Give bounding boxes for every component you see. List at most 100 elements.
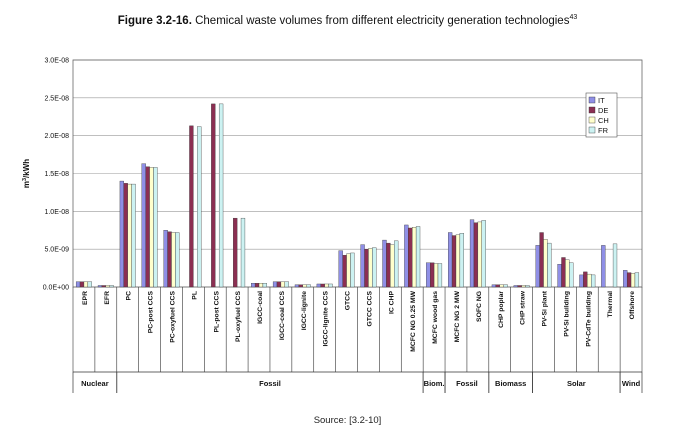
y-tick-label: 1.5E-08 xyxy=(44,171,69,178)
x-tick-label: MCFC wood gas xyxy=(432,291,439,344)
bar-DE xyxy=(342,255,347,288)
bar-DE xyxy=(145,166,150,288)
y-tick-label: 5.0E-09 xyxy=(44,247,69,254)
bar-DE xyxy=(408,227,413,288)
bar-IT xyxy=(272,281,278,288)
group-label: Wind xyxy=(622,379,641,388)
bar-IT xyxy=(251,283,256,288)
bar-FR xyxy=(262,283,267,288)
group-label: Biom. xyxy=(424,379,445,388)
bar-DE xyxy=(189,125,194,288)
bar-CH xyxy=(543,239,548,288)
bar-IT xyxy=(557,264,562,288)
bar-CH xyxy=(258,283,264,288)
bar-FR xyxy=(525,285,530,288)
x-tick-label: CHP straw xyxy=(520,290,527,325)
x-tick-label: PL xyxy=(191,291,198,300)
bar-IT xyxy=(338,250,343,288)
bar-CH xyxy=(105,285,110,288)
bar-FR xyxy=(591,274,596,288)
bar-FR xyxy=(459,233,464,288)
x-tick-label: EFR xyxy=(104,291,111,305)
bar-DE xyxy=(561,257,566,288)
bar-FR xyxy=(240,217,246,288)
group-label: Fossil xyxy=(259,379,281,388)
bar-FR xyxy=(87,281,92,288)
bar-IT xyxy=(294,284,300,288)
y-tick-label: 2.0E-08 xyxy=(44,133,69,140)
bar-CH xyxy=(433,263,439,288)
x-tick-label: PC-post CCS xyxy=(148,291,155,334)
y-tick-label: 1.0E-08 xyxy=(44,209,69,216)
bar-CH xyxy=(499,284,504,288)
x-tick-label: PV-Si building xyxy=(563,291,570,337)
group-label: Fossil xyxy=(456,379,478,388)
bar-CH xyxy=(630,273,636,288)
bar-FR xyxy=(153,167,158,288)
x-tick-label: MCFC NG 2 MW xyxy=(454,290,461,342)
x-tick-label: PV-Si plant xyxy=(542,290,549,326)
bar-FR xyxy=(634,272,640,288)
bar-DE xyxy=(320,283,325,288)
bar-DE xyxy=(451,235,457,288)
figure-footnote: 43 xyxy=(569,14,578,21)
figure-label: Figure 3.2-16. xyxy=(117,14,192,27)
bar-FR xyxy=(415,226,421,288)
bar-FR xyxy=(328,283,333,288)
bar-FR xyxy=(437,263,443,288)
bar-IT xyxy=(601,245,606,288)
bar-IT xyxy=(491,284,497,288)
x-tick-label: PL-post CCS xyxy=(213,291,220,333)
group-label: Biomass xyxy=(495,379,526,388)
bar-DE xyxy=(123,183,128,288)
bar-CH xyxy=(412,227,417,288)
bar-CH xyxy=(455,234,461,288)
bar-CH xyxy=(477,221,482,288)
group-label: Nuclear xyxy=(81,379,109,388)
legend-swatch xyxy=(588,116,596,124)
bar-CH xyxy=(521,285,526,288)
bar-FR xyxy=(109,285,114,288)
bar-DE xyxy=(364,248,369,288)
bar-DE xyxy=(101,285,107,288)
bar-DE xyxy=(79,281,85,288)
bar-IT xyxy=(360,244,365,288)
legend-swatch xyxy=(588,96,596,104)
bar-CH xyxy=(390,244,395,288)
bar-DE xyxy=(298,284,303,288)
bar-DE xyxy=(276,281,282,288)
x-tick-label: EPR xyxy=(82,291,89,305)
bar-FR xyxy=(197,126,202,288)
y-tick-label: 3.0E-08 xyxy=(44,58,69,65)
bar-CH xyxy=(127,183,132,288)
figure-caption: Chemical waste volumes from different el… xyxy=(195,14,570,27)
bar-IT xyxy=(97,285,103,288)
bar-DE xyxy=(495,284,500,288)
bar-IT xyxy=(579,274,584,288)
x-tick-label: IC CHP xyxy=(388,291,395,315)
x-tick-label: PV-CdTe building xyxy=(585,291,592,347)
legend-label: CH xyxy=(598,116,609,125)
x-tick-label: MCFC NG 0.25 MW xyxy=(410,290,417,351)
legend-label: IT xyxy=(598,96,605,105)
bar-IT xyxy=(316,283,321,288)
bar-CH xyxy=(346,253,351,288)
bar-CH xyxy=(324,283,329,288)
x-tick-label: GTCC CCS xyxy=(366,291,373,327)
x-tick-label: PC xyxy=(126,291,133,301)
bar-FR xyxy=(481,220,486,288)
figure-title: Figure 3.2-16. Chemical waste volumes fr… xyxy=(0,14,695,27)
bar-FR xyxy=(612,243,618,288)
bar-FR xyxy=(350,252,355,288)
x-tick-label: SOFC NG xyxy=(476,291,483,322)
bar-DE xyxy=(626,272,632,288)
bar-FR xyxy=(131,183,136,288)
bar-CH xyxy=(83,281,89,288)
bar-DE xyxy=(386,242,391,288)
bar-FR xyxy=(372,247,377,288)
bar-FR xyxy=(503,284,508,288)
bar-FR xyxy=(547,242,552,288)
x-tick-label: IGCC-coal CCS xyxy=(279,291,286,341)
bar-IT xyxy=(448,232,453,288)
x-tick-label: IGCC-lignite xyxy=(301,291,308,330)
